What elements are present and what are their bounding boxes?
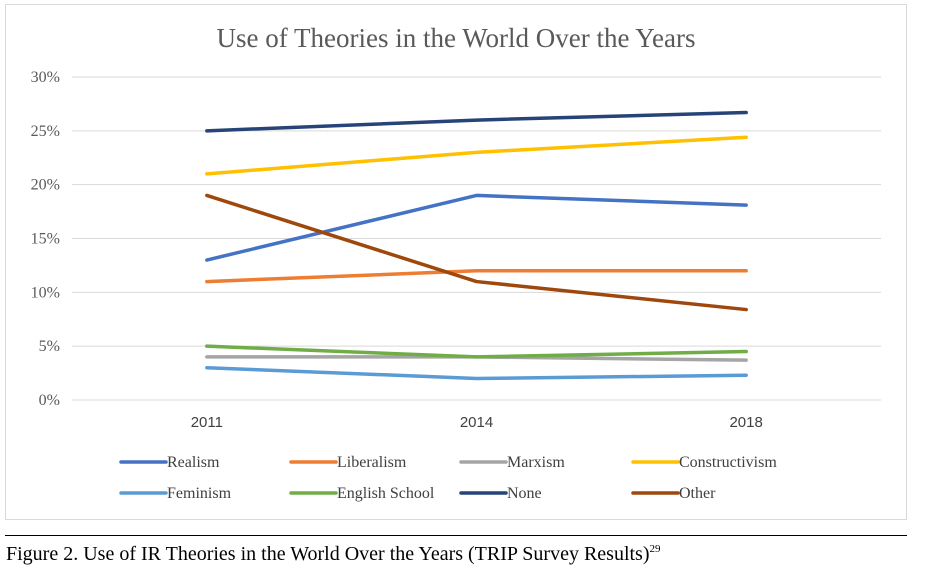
series-line-english-school	[205, 344, 748, 359]
y-tick-label: 15%	[31, 231, 60, 248]
legend-label: Liberalism	[337, 454, 407, 471]
series-line-other	[205, 193, 748, 312]
legend-label: Feminism	[167, 485, 232, 502]
caption-footnote-marker: 29	[649, 543, 661, 555]
chart-frame: Use of Theories in the World Over the Ye…	[5, 4, 907, 520]
y-tick-label: 0%	[39, 392, 60, 409]
figure-caption: Figure 2. Use of IR Theories in the Worl…	[6, 543, 661, 566]
series-line-realism	[205, 193, 748, 262]
line-chart: Use of Theories in the World Over the Ye…	[31, 23, 881, 502]
legend-label: None	[507, 485, 542, 502]
x-tick-label: 2014	[460, 414, 493, 431]
x-axis-tick-labels: 2011 2014 2018	[191, 414, 763, 431]
caption-divider	[5, 535, 907, 536]
y-tick-label: 10%	[31, 284, 60, 301]
caption-text: Figure 2. Use of IR Theories in the Worl…	[6, 543, 650, 565]
x-tick-label: 2018	[729, 414, 762, 431]
legend-item: Other	[631, 485, 716, 502]
legend-item: None	[459, 485, 542, 502]
y-tick-label: 30%	[31, 69, 60, 86]
x-tick-label: 2011	[191, 414, 223, 431]
legend-item: English School	[289, 485, 435, 502]
series-line-constructivism	[205, 135, 748, 176]
chart-title: Use of Theories in the World Over the Ye…	[217, 23, 696, 53]
legend-label: Realism	[167, 454, 220, 471]
legend-item: Constructivism	[631, 454, 777, 471]
legend-item: Liberalism	[289, 454, 407, 471]
series-line-feminism	[205, 365, 748, 381]
legend-item: Feminism	[119, 485, 232, 502]
legend-label: English School	[337, 485, 435, 502]
legend-label: Constructivism	[679, 454, 777, 471]
y-axis-tick-labels: 0% 5% 10% 15% 20% 25% 30%	[31, 69, 60, 409]
gridlines	[72, 76, 881, 401]
series-lines	[205, 110, 748, 381]
legend-item: Realism	[119, 454, 220, 471]
series-line-liberalism	[205, 269, 748, 284]
legend-label: Other	[679, 485, 716, 502]
y-tick-label: 5%	[39, 338, 60, 355]
legend-label: Marxism	[507, 454, 565, 471]
y-tick-label: 20%	[31, 177, 60, 194]
legend: Realism Liberalism Marxism Constructivism Fe…	[119, 454, 777, 502]
legend-item: Marxism	[459, 454, 565, 471]
series-line-none	[205, 110, 748, 133]
y-tick-label: 25%	[31, 123, 60, 140]
